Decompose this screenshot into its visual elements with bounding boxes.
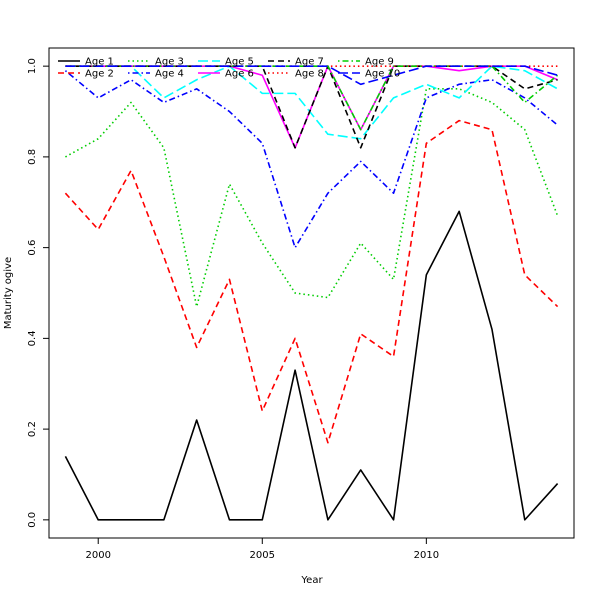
legend-label-age-8: Age 8 bbox=[295, 69, 324, 80]
legend-label-age-1: Age 1 bbox=[85, 57, 114, 68]
x-tick-label: 2010 bbox=[414, 550, 439, 561]
y-tick-label: 1.0 bbox=[27, 58, 38, 74]
series-layer bbox=[64, 65, 559, 521]
y-tick-label: 0.6 bbox=[27, 240, 38, 256]
series-line-age-5 bbox=[65, 65, 558, 140]
x-axis-title: Year bbox=[300, 575, 323, 586]
y-axis: 0.0 0.2 0.4 0.6 0.8 1.0 bbox=[27, 58, 49, 528]
series-line-age-9 bbox=[65, 65, 559, 131]
legend-label-age-3: Age 3 bbox=[155, 57, 184, 68]
plot-frame bbox=[48, 47, 575, 539]
series-line-age-10 bbox=[65, 65, 558, 86]
series-line-age-2 bbox=[64, 119, 559, 444]
x-axis: 2000 2005 2010 bbox=[85, 538, 439, 561]
y-axis-title: Maturity ogive bbox=[3, 257, 14, 329]
legend-label-age-4: Age 4 bbox=[155, 69, 184, 80]
legend-label-age-5: Age 5 bbox=[225, 57, 254, 68]
y-tick-label: 0.4 bbox=[27, 330, 38, 346]
legend-label-age-10: Age 10 bbox=[365, 69, 400, 80]
x-tick-label: 2005 bbox=[250, 550, 275, 561]
y-tick-label: 0.2 bbox=[27, 421, 38, 437]
legend-label-age-6: Age 6 bbox=[225, 69, 254, 80]
y-tick-label: 0.0 bbox=[27, 512, 38, 528]
x-tick-label: 2000 bbox=[85, 550, 110, 561]
legend-label-age-2: Age 2 bbox=[85, 69, 114, 80]
legend-label-age-9: Age 9 bbox=[365, 57, 394, 68]
legend-label-age-7: Age 7 bbox=[295, 57, 324, 68]
y-tick-label: 0.8 bbox=[27, 149, 38, 165]
series-line-age-1 bbox=[64, 210, 559, 521]
